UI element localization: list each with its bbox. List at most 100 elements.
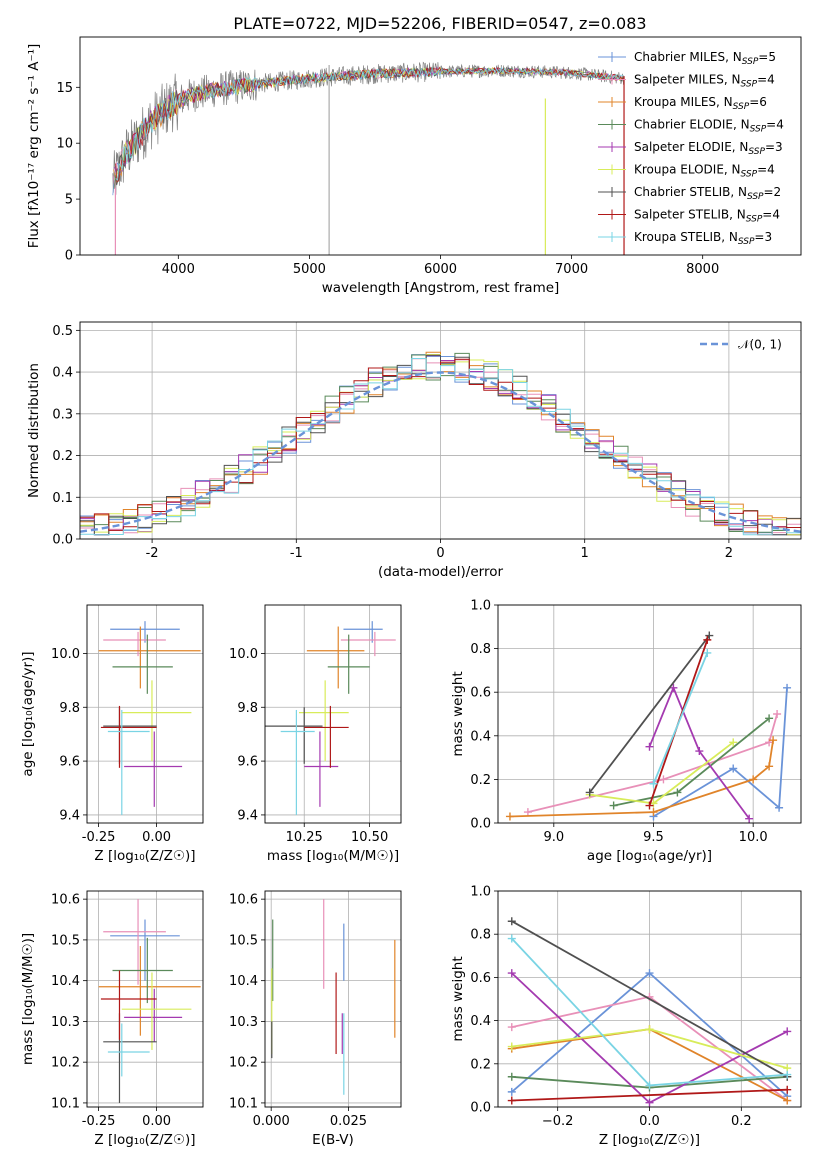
x-tick-label: 10.50 — [351, 830, 388, 845]
spectrum-data-line — [112, 61, 625, 195]
y-tick-label: 0.1 — [52, 491, 73, 506]
mass-weight-marker — [673, 788, 682, 797]
mass-weight-marker — [703, 635, 712, 644]
y-tick-label: 0.4 — [470, 1014, 491, 1029]
legend-label: Kroupa MILES, NSSP=6 — [634, 95, 767, 112]
axes-mass-vs-EBV: 0.000 0.025 10.1 10.2 10.3 10.4 10.5 10.6 E(B-V) — [229, 890, 402, 1148]
mass-weight-marker — [783, 683, 792, 692]
mass-weight-marker — [507, 1042, 516, 1051]
mass-weight-marker — [585, 788, 594, 797]
x-axis-label: E(B-V) — [312, 1132, 354, 1148]
mass-weight-marker — [507, 1023, 516, 1032]
mass-weight-marker — [745, 814, 754, 823]
spectrum-model-line — [113, 67, 624, 184]
x-tick-label: -2 — [146, 546, 159, 561]
mass-weight-line — [511, 1088, 788, 1102]
mass-weight-line — [511, 920, 788, 1078]
mass-weight-marker — [705, 631, 714, 640]
legend-label: Salpeter MILES, NSSP=4 — [634, 73, 775, 90]
spectrum-model-line — [115, 66, 624, 182]
spectrum-model-line — [115, 66, 625, 182]
x-axis-label: (data-model)/error — [378, 564, 504, 580]
legend-label: Kroupa ELODIE, NSSP=4 — [634, 163, 775, 180]
mass-weight-line — [509, 740, 774, 818]
axes-residuals: -2 -1 0 1 2 0.0 0.1 0.2 0.3 0.4 0.5 (data-model)/er… — [26, 321, 802, 580]
plot-area — [80, 351, 801, 536]
plot-area — [505, 631, 792, 823]
mass-weight-marker — [645, 1081, 654, 1090]
y-tick-label: 0.0 — [470, 817, 491, 832]
mass-weight-marker — [649, 779, 658, 788]
y-tick-label: 0.8 — [470, 928, 491, 943]
normal-curve — [80, 371, 801, 533]
x-tick-label: 6000 — [424, 262, 457, 277]
legend-label: Chabrier MILES, NSSP=5 — [634, 50, 776, 67]
axes-age-vs-Z: -0.25 0.00 9.4 9.6 9.8 10.0 Z [log₁₀(Z/Z☉)] age… — [20, 604, 204, 864]
mass-weight-marker — [507, 1096, 516, 1105]
y-tick-label: 15 — [56, 81, 73, 96]
x-tick-label: 10.25 — [286, 830, 323, 845]
x-tick-label: −0.2 — [542, 1114, 574, 1129]
mass-weight-line — [588, 634, 711, 794]
legend-label: Salpeter ELODIE, NSSP=3 — [634, 140, 783, 157]
y-axis-label: mass weight — [450, 671, 466, 756]
y-tick-label: 10.2 — [229, 1056, 258, 1071]
y-axis-label: mass weight — [450, 956, 466, 1041]
y-tick-label: 10.1 — [51, 1096, 80, 1111]
x-tick-label: 9.0 — [543, 830, 564, 845]
mass-weight-marker — [783, 1070, 792, 1079]
y-tick-label: 10.5 — [51, 933, 80, 948]
x-tick-label: 5000 — [293, 262, 326, 277]
axes-frame — [86, 890, 204, 1108]
residual-histogram — [80, 354, 801, 536]
y-tick-label: 0.2 — [52, 449, 73, 464]
x-axis-label: mass [log₁₀(M/M☉)] — [267, 848, 399, 864]
legend-label: Salpeter STELIB, NSSP=4 — [634, 208, 780, 225]
y-tick-label: 9.8 — [237, 701, 258, 716]
mass-weight-marker — [507, 917, 516, 926]
mass-weight-marker — [507, 934, 516, 943]
mass-weight-marker — [659, 775, 668, 784]
mass-weight-marker — [645, 1098, 654, 1107]
mass-weight-marker — [783, 1085, 792, 1094]
axes-frame — [264, 604, 402, 824]
x-tick-label: 0.00 — [142, 1114, 171, 1129]
y-tick-label: 10.2 — [51, 1056, 80, 1071]
y-tick-label: 10.3 — [51, 1015, 80, 1030]
y-tick-label: 10.0 — [229, 647, 258, 662]
y-tick-label: 10.3 — [229, 1015, 258, 1030]
mass-weight-marker — [645, 1025, 654, 1034]
axes-frame — [86, 604, 204, 824]
x-axis-label: Z [log₁₀(Z/Z☉)] — [599, 1132, 700, 1148]
mass-weight-marker — [773, 710, 782, 718]
axes-weight-vs-Z: −0.2 0.0 0.2 0.0 0.2 0.4 0.6 0.8 1.0 Z [log₁₀(Z/Z… — [450, 885, 802, 1148]
y-tick-label: 9.8 — [59, 701, 80, 716]
mass-weight-marker — [783, 1027, 792, 1036]
y-tick-label: 10.6 — [51, 893, 80, 908]
mass-weight-marker — [765, 762, 774, 771]
x-axis-label: age [log₁₀(age/yr)] — [587, 848, 712, 864]
y-tick-label: 10.4 — [51, 974, 80, 989]
mass-weight-marker — [507, 1087, 516, 1096]
mass-weight-marker — [645, 969, 654, 978]
mass-weight-marker — [649, 808, 658, 817]
y-tick-label: 0.4 — [470, 729, 491, 744]
mass-weight-marker — [505, 812, 514, 821]
legend-label: 𝒩(0, 1) — [738, 338, 782, 352]
y-tick-label: 0.0 — [470, 1101, 491, 1116]
legend-label: Chabrier STELIB, NSSP=2 — [634, 185, 781, 202]
x-tick-label: 7000 — [555, 262, 588, 277]
x-tick-label: 4000 — [162, 262, 195, 277]
y-tick-label: 1.0 — [470, 885, 491, 900]
mass-weight-marker — [729, 764, 738, 773]
spectrum-model-line — [113, 66, 624, 189]
y-axis-label: mass [log₁₀(M/M☉)] — [20, 933, 36, 1065]
mass-weight-line — [652, 652, 709, 785]
y-tick-label: 0.8 — [470, 642, 491, 657]
axes-spectrum: 4000 5000 6000 7000 8000 0 5 10 15 wavelength [An… — [26, 36, 802, 296]
y-tick-label: 0 — [65, 249, 73, 264]
y-tick-label: 10.1 — [229, 1096, 258, 1111]
mass-weight-marker — [775, 803, 784, 812]
mass-weight-marker — [507, 1072, 516, 1081]
y-tick-label: 0.6 — [470, 971, 491, 986]
